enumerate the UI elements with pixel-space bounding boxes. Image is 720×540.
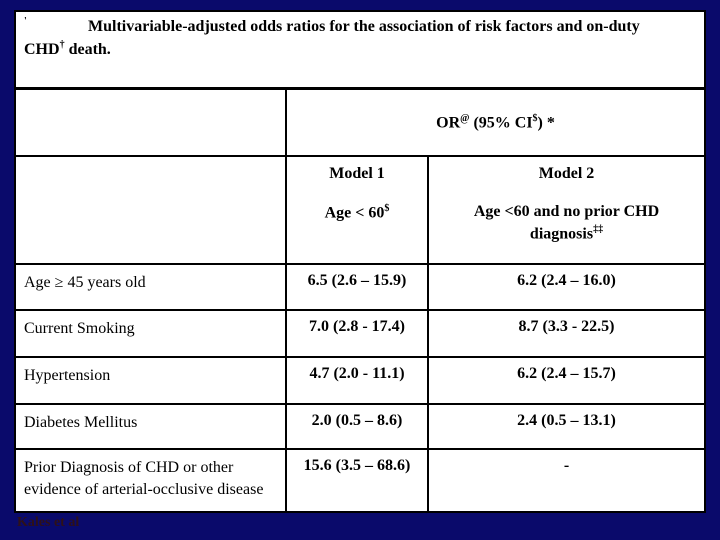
or-ci-header-cell: OR@ (95% CI$) * bbox=[287, 90, 704, 157]
model1-header-cell: Model 1 Age < 60$ bbox=[287, 157, 429, 265]
row-diabetes-model1-value: 2.0 (0.5 – 8.6) bbox=[287, 405, 429, 450]
model1-subtitle: Age < 60$ bbox=[324, 203, 390, 222]
model2-name: Model 2 bbox=[538, 165, 595, 182]
row-label-hypertension: Hypertension bbox=[16, 358, 287, 405]
table-title-line2: CHD† death. bbox=[24, 39, 111, 59]
or-ci-header-text: OR@ (95% CI$) * bbox=[436, 112, 555, 132]
table-title-line1: ' Multivariable-adjusted odds ratios for … bbox=[24, 15, 696, 38]
empty-header-cell-2 bbox=[16, 157, 287, 265]
model2-header-cell: Model 2 Age <60 and no prior CHD diagnos… bbox=[429, 157, 704, 265]
row-age45-model2-value: 6.2 (2.4 – 16.0) bbox=[429, 265, 704, 311]
row-hypertension-model1-value: 4.7 (2.0 - 11.1) bbox=[287, 358, 429, 405]
citation-text: Kales et al bbox=[17, 515, 80, 530]
row-smoking-model2-value: 8.7 (3.3 - 22.5) bbox=[429, 311, 704, 358]
row-diabetes-model2-value: 2.4 (0.5 – 13.1) bbox=[429, 405, 704, 450]
model1-name: Model 1 bbox=[329, 165, 385, 182]
table-title-line1-text: Multivariable-adjusted odds ratios for t… bbox=[88, 18, 640, 35]
row-hypertension-model2-value: 6.2 (2.4 – 15.7) bbox=[429, 358, 704, 405]
results-table: ' Multivariable-adjusted odds ratios for … bbox=[14, 10, 706, 513]
row-label-age45: Age ≥ 45 years old bbox=[16, 265, 287, 311]
empty-header-cell bbox=[16, 90, 287, 157]
model2-subtitle: Age <60 and no prior CHD diagnosis‡‡ bbox=[473, 203, 660, 243]
dagger-footnote-mark: † bbox=[59, 39, 65, 51]
row-prior-chd-model1-value: 15.6 (3.5 – 68.6) bbox=[287, 450, 429, 511]
title-footnote-mark: ' bbox=[24, 16, 27, 27]
row-smoking-model1-value: 7.0 (2.8 - 17.4) bbox=[287, 311, 429, 358]
row-label-diabetes: Diabetes Mellitus bbox=[16, 405, 287, 450]
row-age45-model1-value: 6.5 (2.6 – 15.9) bbox=[287, 265, 429, 311]
row-label-prior-chd: Prior Diagnosis of CHD or other evidence… bbox=[16, 450, 287, 511]
table-title: ' Multivariable-adjusted odds ratios for … bbox=[16, 12, 704, 90]
row-prior-chd-model2-value: - bbox=[563, 457, 570, 474]
row-label-smoking: Current Smoking bbox=[16, 311, 287, 358]
